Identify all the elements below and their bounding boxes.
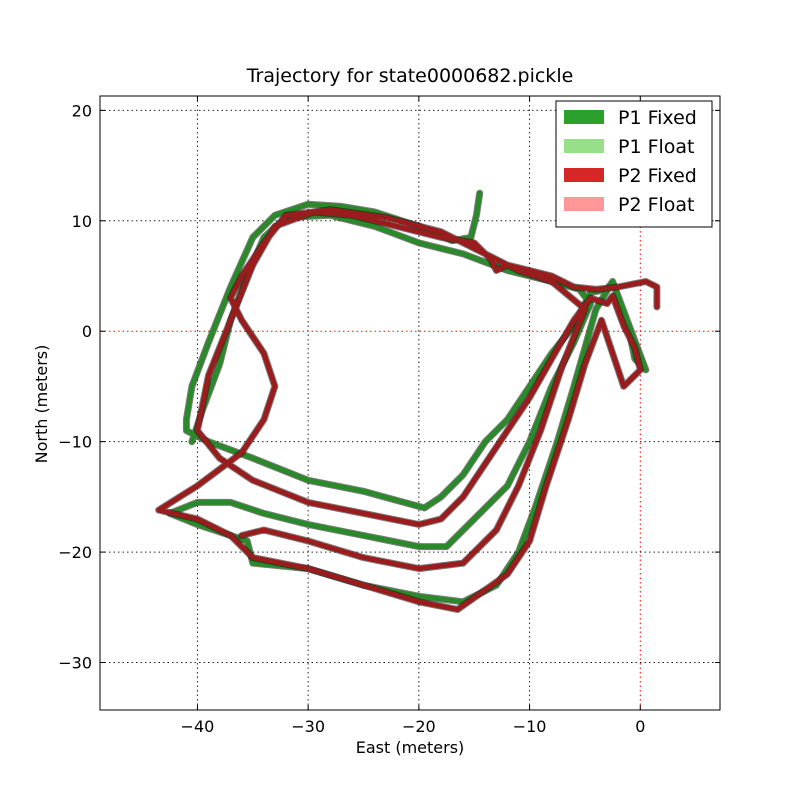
legend-label: P2 Float [618, 194, 695, 216]
y-tick-label: −20 [58, 543, 92, 562]
y-tick-label: −10 [58, 433, 92, 452]
plot-frame [99, 95, 721, 711]
x-tick-label: −20 [402, 717, 436, 736]
legend-swatch [564, 110, 604, 124]
y-tick-label: −30 [58, 654, 92, 673]
y-tick-label: 0 [82, 322, 92, 341]
legend-label: P1 Float [618, 136, 695, 158]
y-tick-label: 20 [72, 101, 92, 120]
legend-swatch [564, 197, 604, 211]
x-tick-label: −30 [291, 717, 325, 736]
x-axis-label: East (meters) [356, 738, 465, 757]
legend-label: P1 Fixed [618, 107, 697, 129]
legend: P1 Fixed P1 Float P2 Fixed P2 Float [555, 100, 713, 228]
series-group [155, 189, 661, 613]
y-tick-label: 10 [72, 212, 92, 231]
ticks: −40 −30 −20 −10 0 −30 −20 −10 0 10 20 [58, 95, 721, 736]
y-axis-label: North (meters) [32, 345, 51, 464]
series-line-p2-fixed [156, 207, 660, 612]
legend-swatch [564, 168, 604, 182]
x-tick-label: −40 [181, 717, 215, 736]
chart-title: Trajectory for state0000682.pickle [246, 65, 574, 87]
x-tick-label: 0 [635, 717, 645, 736]
x-tick-label: −10 [513, 717, 547, 736]
legend-label: P2 Fixed [618, 165, 697, 187]
legend-swatch [564, 139, 604, 153]
